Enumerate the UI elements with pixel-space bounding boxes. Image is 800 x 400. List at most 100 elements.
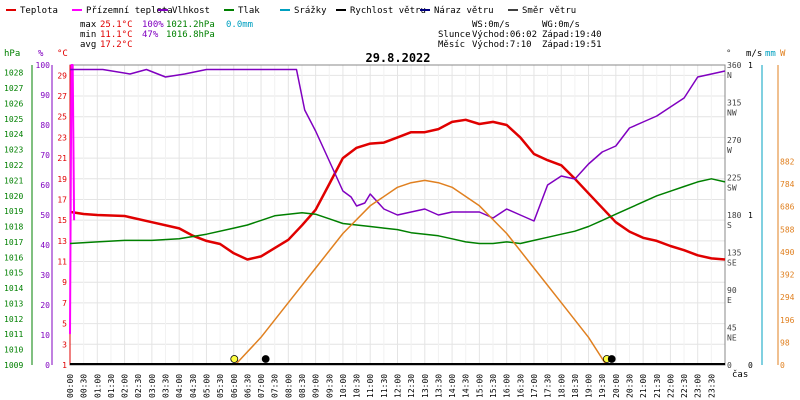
tick-label-deg: 360 bbox=[727, 61, 742, 70]
tick-label-wm2: 196 bbox=[780, 316, 795, 325]
tick-label-hpa: 1027 bbox=[4, 84, 23, 93]
unit-temp: °C bbox=[57, 49, 68, 59]
tick-label-pct: 10 bbox=[40, 331, 50, 340]
tick-label-deg: 135 bbox=[727, 249, 742, 258]
tick-label-temp: 7 bbox=[62, 299, 67, 308]
x-tick-label: 04:30 bbox=[189, 374, 198, 398]
x-tick-label: 19:00 bbox=[585, 374, 594, 398]
x-tick-label: 15:30 bbox=[489, 374, 498, 398]
x-tick-label: 08:30 bbox=[298, 374, 307, 398]
tick-label-temp: 15 bbox=[57, 216, 67, 225]
series-solar bbox=[234, 179, 607, 366]
series-temp bbox=[69, 118, 726, 261]
x-axis: 00:00 00:30 01:00 01:30 02:00 02:30 03:00 03:30… bbox=[66, 374, 716, 398]
series bbox=[69, 64, 726, 366]
x-tick-label: 14:30 bbox=[462, 374, 471, 398]
x-tick-label: 07:30 bbox=[271, 374, 280, 398]
tick-label-pct: 30 bbox=[40, 271, 50, 280]
tick-label-wm2: 0 bbox=[780, 361, 785, 370]
x-tick-label: 09:30 bbox=[325, 374, 334, 398]
unit-labels: hPa % °C ° m/s mm W čas bbox=[4, 49, 786, 380]
stat-max-temp: 25.1°C bbox=[100, 20, 133, 30]
tick-label-hpa: 1011 bbox=[4, 330, 23, 339]
tick-label-pct: 50 bbox=[40, 211, 50, 220]
moonset-time: Západ:19:51 bbox=[542, 40, 602, 50]
x-tick-label: 17:30 bbox=[544, 374, 553, 398]
tick-label-hpa: 1024 bbox=[4, 130, 23, 139]
tick-label-temp: 11 bbox=[57, 258, 67, 267]
stat-max-rain: 0.0mm bbox=[226, 20, 253, 30]
x-tick-label: 10:30 bbox=[353, 374, 362, 398]
axes: 1009101010111012101310141015101610171018… bbox=[4, 61, 795, 370]
x-tick-label: 00:00 bbox=[66, 374, 75, 398]
tick-label-hpa: 1020 bbox=[4, 192, 23, 201]
x-tick-label: 05:00 bbox=[202, 374, 211, 398]
tick-label-wm2: 588 bbox=[780, 225, 795, 234]
x-tick-label: 02:30 bbox=[134, 374, 143, 398]
x-tick-label: 22:30 bbox=[680, 374, 689, 398]
unit-pct: % bbox=[38, 49, 44, 59]
stat-avg-temp: 17.2°C bbox=[100, 40, 133, 50]
tick-label-pct: 70 bbox=[40, 151, 50, 160]
tick-label-temp: 29 bbox=[57, 71, 67, 80]
tick-label-hpa: 1009 bbox=[4, 361, 23, 370]
x-tick-label: 08:00 bbox=[284, 374, 293, 398]
x-tick-label: 06:00 bbox=[230, 374, 239, 398]
x-tick-label: 03:30 bbox=[162, 374, 171, 398]
stat-avg-label: avg bbox=[80, 40, 96, 50]
unit-wm2: W bbox=[780, 49, 786, 59]
unit-hpa: hPa bbox=[4, 49, 20, 59]
x-tick-label: 02:00 bbox=[121, 374, 130, 398]
legend-item: Vlhkost bbox=[172, 6, 210, 16]
x-tick-label: 23:30 bbox=[707, 374, 716, 398]
tick-label-temp: 19 bbox=[57, 175, 67, 184]
series-press bbox=[69, 178, 726, 245]
x-tick-label: 13:30 bbox=[434, 374, 443, 398]
legend-item: Přízemní teplota bbox=[86, 6, 173, 16]
tick-label-dir: NW bbox=[727, 109, 737, 118]
tick-label-hpa: 1014 bbox=[4, 284, 23, 293]
tick-label-hpa: 1012 bbox=[4, 315, 23, 324]
tick-label-temp: 21 bbox=[57, 154, 67, 163]
tick-label-hpa: 1025 bbox=[4, 115, 23, 124]
tick-label-ms: 1 bbox=[748, 61, 753, 70]
tick-label-deg: 180 bbox=[727, 211, 742, 220]
marker-moonrise bbox=[261, 355, 270, 363]
tick-label-deg: 315 bbox=[727, 99, 742, 108]
x-tick-label: 03:00 bbox=[148, 374, 157, 398]
tick-label-wm2: 392 bbox=[780, 271, 795, 280]
legend-item: Směr větru bbox=[522, 6, 576, 16]
stat-min-hum: 47% bbox=[142, 30, 159, 40]
x-tick-label: 17:00 bbox=[530, 374, 539, 398]
chart-header: Teplota Přízemní teplota Vlhkost Tlak Srážky… bbox=[6, 6, 602, 65]
tick-label-pct: 80 bbox=[40, 121, 50, 130]
x-tick-label: 18:30 bbox=[571, 374, 580, 398]
unit-time: čas bbox=[732, 369, 748, 380]
tick-label-temp: 27 bbox=[57, 92, 67, 101]
x-tick-label: 14:00 bbox=[448, 374, 457, 398]
markers bbox=[230, 355, 616, 363]
x-tick-label: 09:00 bbox=[312, 374, 321, 398]
wind-speed: WS:0m/s bbox=[472, 20, 510, 30]
tick-label-deg: 270 bbox=[727, 136, 742, 145]
tick-label-pct: 40 bbox=[40, 241, 50, 250]
marker-moonset bbox=[607, 355, 616, 363]
tick-label-hpa: 1023 bbox=[4, 146, 23, 155]
unit-deg: ° bbox=[726, 49, 731, 59]
tick-label-deg: 0 bbox=[727, 361, 732, 370]
tick-label-temp: 3 bbox=[62, 340, 67, 349]
stat-min-temp: 11.1°C bbox=[100, 30, 133, 40]
series-hum bbox=[70, 68, 726, 222]
x-tick-label: 19:30 bbox=[598, 374, 607, 398]
sunrise-time: Východ:06:02 bbox=[472, 30, 537, 40]
tick-label-temp: 1 bbox=[62, 361, 67, 370]
tick-label-dir: NE bbox=[727, 334, 737, 343]
x-tick-label: 01:30 bbox=[107, 374, 116, 398]
tick-label-ms: 0 bbox=[748, 361, 753, 370]
x-tick-label: 01:00 bbox=[93, 374, 102, 398]
legend-item: Tlak bbox=[238, 6, 260, 16]
tick-label-dir: W bbox=[727, 146, 732, 155]
tick-label-dir: SE bbox=[727, 259, 737, 268]
x-tick-label: 21:00 bbox=[639, 374, 648, 398]
